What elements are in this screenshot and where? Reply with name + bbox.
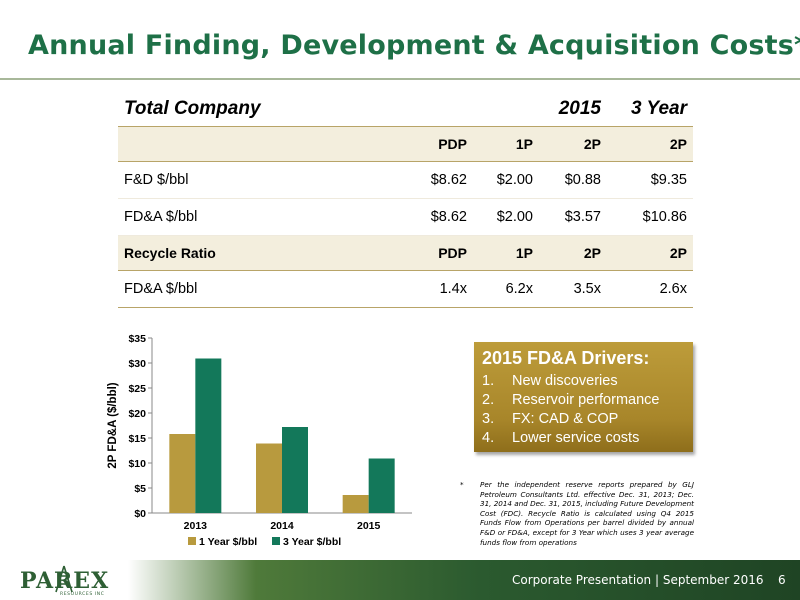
footer-text: Corporate Presentation | September 2016 bbox=[512, 573, 764, 587]
bar-one-year-2015 bbox=[342, 495, 369, 513]
footnote: * Per the independent reserve reports pr… bbox=[460, 480, 694, 547]
reserve-class-cell: PDP bbox=[403, 235, 473, 271]
logo-subtext: RESOURCES INC bbox=[60, 592, 105, 597]
reserve-class-label bbox=[118, 126, 403, 162]
derrick-icon bbox=[55, 565, 73, 593]
x-tick-label: 2013 bbox=[184, 520, 208, 532]
driver-item: 2. Reservoir performance bbox=[482, 391, 685, 410]
footnote-marker: * bbox=[460, 480, 464, 489]
driver-number: 2. bbox=[482, 392, 495, 408]
y-tick-label: $30 bbox=[128, 358, 146, 370]
table-cell: 6.2x bbox=[473, 270, 539, 308]
y-tick-label: $5 bbox=[134, 483, 146, 495]
table-cell: 2.6x bbox=[607, 270, 693, 308]
x-tick-label: 2014 bbox=[270, 520, 294, 532]
table-cell: $8.62 bbox=[403, 161, 473, 199]
reserve-class-cell: 2P bbox=[539, 235, 607, 271]
reserve-class-cell: PDP bbox=[403, 126, 473, 162]
driver-text: New discoveries bbox=[512, 373, 618, 389]
driver-text: Lower service costs bbox=[512, 430, 640, 446]
table-cell: $2.00 bbox=[473, 161, 539, 199]
fda-cost-chart: $0 $5 $10 $15 $20 $25 $30 $35 2P FD&A ($/bbl) 201… bbox=[100, 330, 420, 560]
bar-three-year-2015 bbox=[368, 458, 395, 513]
reserve-class-cell: 1P bbox=[473, 235, 539, 271]
recycle-ratio-row: Recycle Ratio PDP 1P 2P 2P bbox=[118, 235, 693, 271]
y-tick-label: $0 bbox=[134, 508, 146, 520]
driver-number: 4. bbox=[482, 430, 495, 446]
driver-number: 3. bbox=[482, 411, 495, 427]
table-header-2015: 2015 bbox=[473, 92, 607, 127]
table-row: F&D $/bbl $8.62 $2.00 $0.88 $9.35 bbox=[118, 161, 693, 199]
drivers-callout: 2015 FD&A Drivers: 1. New discoveries 2. R… bbox=[474, 342, 693, 452]
table-cell: $0.88 bbox=[539, 161, 607, 199]
y-tick-label: $35 bbox=[128, 333, 146, 345]
table-header-3-year: 3 Year bbox=[607, 92, 693, 127]
table-cell: $3.57 bbox=[539, 198, 607, 236]
driver-text: FX: CAD & COP bbox=[512, 411, 619, 427]
reserve-class-cell: 1P bbox=[473, 126, 539, 162]
reserve-class-cell: 2P bbox=[539, 126, 607, 162]
driver-number: 1. bbox=[482, 373, 495, 389]
table-cell: $10.86 bbox=[607, 198, 693, 236]
recycle-ratio-label: Recycle Ratio bbox=[118, 235, 403, 271]
y-tick-label: $25 bbox=[128, 383, 146, 395]
x-tick-label: 2015 bbox=[357, 520, 381, 532]
y-axis-title: 2P FD&A ($/bbl) bbox=[107, 382, 119, 468]
driver-item: 1. New discoveries bbox=[482, 372, 685, 391]
footer-bar bbox=[0, 560, 800, 600]
reserve-class-cell: 2P bbox=[607, 235, 693, 271]
driver-item: 4. Lower service costs bbox=[482, 429, 685, 448]
table-row: FD&A $/bbl 1.4x 6.2x 3.5x 2.6x bbox=[118, 270, 693, 308]
table-cell: $2.00 bbox=[473, 198, 539, 236]
slide-title: Annual Finding, Development & Acquisitio… bbox=[28, 30, 800, 61]
y-tick-label: $10 bbox=[128, 458, 146, 470]
driver-item: 3. FX: CAD & COP bbox=[482, 410, 685, 429]
table-cell: $8.62 bbox=[403, 198, 473, 236]
logo-wordmark: PAREX bbox=[20, 568, 110, 594]
table-header-row: Total Company 2015 3 Year bbox=[118, 92, 693, 127]
table-cell: $9.35 bbox=[607, 161, 693, 199]
row-label: FD&A $/bbl bbox=[118, 270, 403, 308]
cost-table: Total Company 2015 3 Year PDP 1P 2P 2P F… bbox=[118, 92, 693, 308]
table-cell: 3.5x bbox=[539, 270, 607, 308]
y-tick-label: $15 bbox=[128, 433, 146, 445]
title-divider bbox=[0, 78, 800, 80]
parex-logo: PAREX RESOURCES INC bbox=[12, 562, 122, 600]
legend-swatch bbox=[188, 537, 196, 545]
legend-swatch bbox=[272, 537, 280, 545]
row-label: FD&A $/bbl bbox=[118, 198, 403, 236]
bar-one-year-2014 bbox=[256, 443, 282, 513]
bar-three-year-2014 bbox=[282, 427, 308, 513]
table-cell: 1.4x bbox=[403, 270, 473, 308]
reserve-class-row: PDP 1P 2P 2P bbox=[118, 126, 693, 162]
driver-text: Reservoir performance bbox=[512, 392, 660, 408]
footnote-text: Per the independent reserve reports prep… bbox=[480, 480, 694, 547]
legend-label: 1 Year $/bbl bbox=[199, 536, 257, 548]
table-header-label: Total Company bbox=[118, 92, 473, 127]
drivers-heading: 2015 FD&A Drivers: bbox=[482, 348, 650, 368]
bar-chart-svg: $0 $5 $10 $15 $20 $25 $30 $35 2P FD&A ($/bbl) 201… bbox=[107, 333, 412, 548]
table-row: FD&A $/bbl $8.62 $2.00 $3.57 $10.86 bbox=[118, 198, 693, 236]
bar-three-year-2013 bbox=[195, 358, 222, 513]
bar-one-year-2013 bbox=[169, 434, 196, 513]
legend-label: 3 Year $/bbl bbox=[283, 536, 341, 548]
reserve-class-cell: 2P bbox=[607, 126, 693, 162]
row-label: F&D $/bbl bbox=[118, 161, 403, 199]
page-number: 6 bbox=[778, 573, 786, 587]
y-tick-label: $20 bbox=[128, 408, 146, 420]
